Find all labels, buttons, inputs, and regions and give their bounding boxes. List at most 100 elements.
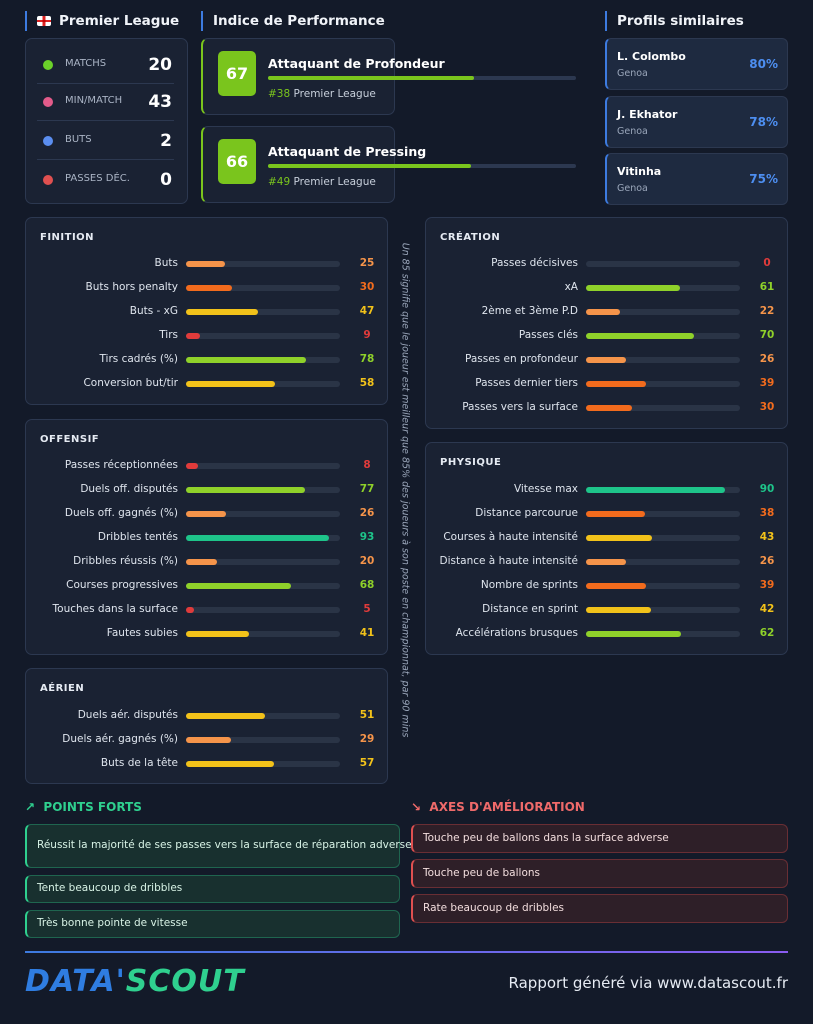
metric-value: 26 — [359, 507, 375, 519]
metric-track — [586, 357, 740, 363]
metric-track — [186, 309, 340, 315]
similar-club: Genoa — [617, 126, 648, 137]
metric-value: 42 — [759, 603, 775, 615]
card-title: Attaquant de Profondeur — [268, 56, 445, 71]
league-header: Premier League — [25, 11, 179, 31]
stat-value: 0 — [160, 170, 172, 190]
similar-score: 78% — [749, 115, 778, 129]
metric-track — [586, 535, 740, 541]
list-item — [25, 824, 400, 868]
section-panel — [425, 442, 788, 655]
rank: #38 — [268, 88, 291, 100]
metric-bar — [186, 309, 259, 315]
metric-label: 2ème et 3ème P.D — [481, 305, 578, 317]
similar-card — [605, 153, 788, 205]
metric-label: Passes réceptionnées — [64, 459, 178, 471]
metric-label: Passes clés — [518, 329, 578, 341]
metric-value: 26 — [759, 555, 775, 567]
metric-value: 8 — [363, 459, 371, 471]
metric-label: Buts de la tête — [100, 757, 178, 769]
metric-bar — [586, 487, 725, 493]
metric-track — [186, 631, 340, 637]
metric-label: Distance à haute intensité — [439, 555, 578, 567]
metric-bar — [186, 463, 199, 469]
score-badge: 67 — [218, 51, 256, 96]
metric-bar — [186, 285, 233, 291]
item-text: Touche peu de ballons — [423, 866, 540, 879]
note: Un 85 signifie que le joueur est meilleu… — [399, 242, 411, 738]
metric-label: Passes vers la surface — [462, 401, 578, 413]
stat-value: 2 — [160, 131, 172, 151]
rank-league: Premier League — [293, 88, 376, 100]
similar-club: Genoa — [617, 183, 648, 194]
metric-bar — [186, 261, 225, 267]
similar-club: Genoa — [617, 68, 648, 79]
metric-label: Nombre de sprints — [480, 579, 578, 591]
logo-right: SCOUT — [125, 964, 245, 999]
metric-label: Buts hors penalty — [85, 281, 178, 293]
rank-league: Premier League — [293, 176, 376, 188]
stat-value: 20 — [148, 55, 172, 75]
metric-label: Buts — [154, 257, 178, 269]
section-panel — [425, 217, 788, 429]
item-text: Réussit la majorité de ses passes vers l… — [37, 839, 412, 851]
metric-bar — [586, 405, 633, 411]
rank: #49 — [268, 176, 291, 188]
metric-label: Dribbles tentés — [97, 531, 178, 543]
metric-bar — [586, 607, 651, 613]
metric-bar — [586, 583, 647, 589]
metric-value: 93 — [359, 531, 375, 543]
league-title: Premier League — [59, 13, 180, 29]
metric-bar — [186, 583, 291, 589]
metric-bar — [186, 713, 265, 719]
metric-label: xA — [564, 281, 578, 293]
similar-card — [605, 38, 788, 90]
metric-bar — [586, 333, 694, 339]
performance-title: Indice de Performance — [201, 11, 385, 31]
stat-label: PASSES DÉC. — [65, 173, 130, 184]
separator — [37, 159, 174, 160]
score-bar — [268, 164, 472, 168]
metric-track — [586, 583, 740, 589]
metric-track — [586, 309, 740, 315]
metric-label: Duels off. disputés — [80, 483, 178, 495]
metric-bar — [586, 559, 627, 565]
metric-label: Duels aér. disputés — [77, 709, 178, 721]
metric-bar — [186, 487, 305, 493]
metric-bar — [586, 511, 645, 517]
metric-label: Vitesse max — [513, 483, 578, 495]
metric-value: 58 — [359, 377, 375, 389]
metric-track — [586, 559, 740, 565]
metric-value: 77 — [359, 483, 375, 495]
metric-track — [186, 261, 340, 267]
strengths-title: POINTS FORTS — [43, 800, 142, 814]
divider — [25, 951, 788, 953]
stat-icon — [43, 97, 53, 107]
section-title: CRÉATION — [440, 232, 501, 243]
metric-value: 78 — [359, 353, 375, 365]
metric-bar — [186, 559, 217, 565]
metric-track — [586, 607, 740, 613]
rank-line: #49 Premier League — [268, 176, 376, 188]
similar-card — [605, 96, 788, 148]
metric-label: Tirs cadrés (%) — [99, 353, 178, 365]
list-item — [25, 910, 400, 938]
metric-value: 47 — [359, 305, 375, 317]
similar-name: Vitinha — [617, 165, 662, 178]
item-text: Rate beaucoup de dribbles — [423, 901, 565, 914]
metric-value: 30 — [759, 401, 775, 413]
metric-value: 70 — [759, 329, 775, 341]
metric-track — [186, 463, 340, 469]
metric-label: Distance parcourue — [475, 507, 578, 519]
stat-label: MATCHS — [65, 58, 107, 69]
metric-track — [586, 261, 740, 267]
metric-label: Distance en sprint — [482, 603, 578, 615]
metric-bar — [586, 357, 627, 363]
metric-label: Conversion but/tir — [83, 377, 178, 389]
improvements-header: ↘ AXES D'AMÉLIORATION — [411, 800, 585, 814]
metric-label: Duels off. gagnés (%) — [64, 507, 178, 519]
metric-bar — [586, 631, 682, 637]
metric-label: Passes décisives — [491, 257, 578, 269]
logo-left: DATA' — [25, 964, 126, 999]
